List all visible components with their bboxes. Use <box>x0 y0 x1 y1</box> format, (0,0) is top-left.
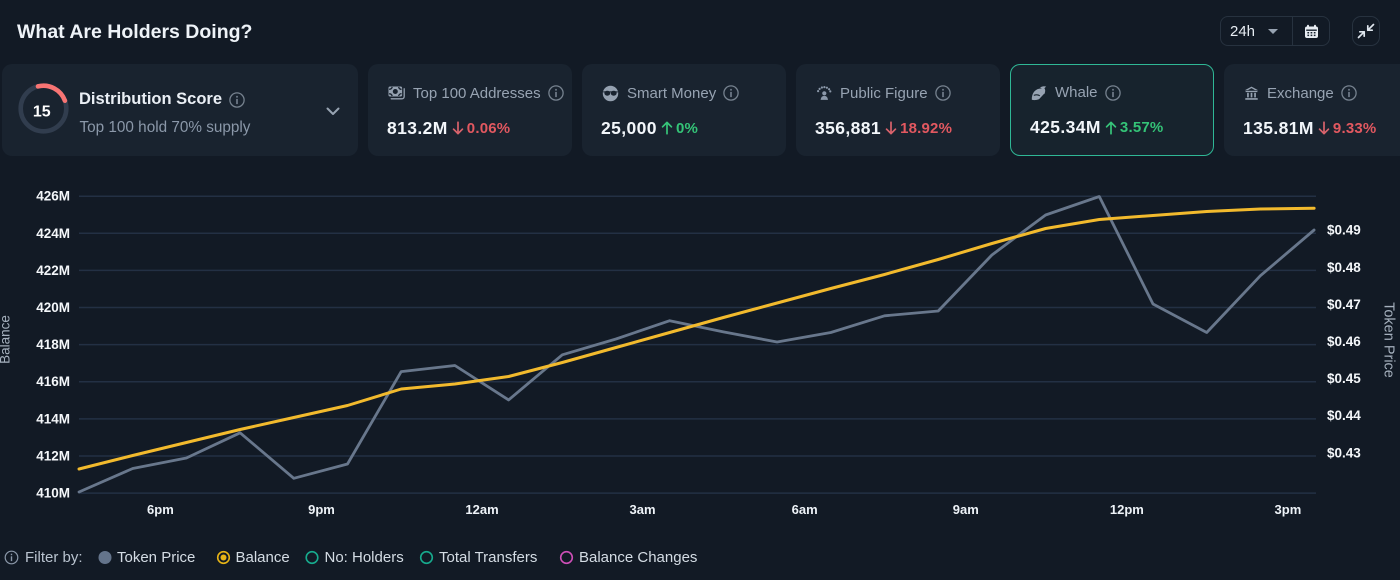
svg-text:416M: 416M <box>36 374 70 389</box>
svg-text:412M: 412M <box>36 449 70 464</box>
svg-text:Token Price: Token Price <box>1381 302 1397 378</box>
svg-text:$0.46: $0.46 <box>1327 334 1361 349</box>
svg-text:3pm: 3pm <box>1275 502 1302 517</box>
svg-text:9pm: 9pm <box>308 502 335 517</box>
svg-text:Total Transfers: Total Transfers <box>439 549 537 566</box>
svg-text:Token Price: Token Price <box>117 549 195 566</box>
svg-text:$0.44: $0.44 <box>1327 408 1361 423</box>
svg-text:$0.43: $0.43 <box>1327 445 1361 460</box>
svg-text:12am: 12am <box>465 502 498 517</box>
svg-text:$0.48: $0.48 <box>1327 260 1361 275</box>
svg-text:410M: 410M <box>36 486 70 501</box>
svg-text:6pm: 6pm <box>147 502 174 517</box>
svg-text:Filter by:: Filter by: <box>25 549 83 566</box>
svg-text:426M: 426M <box>36 189 70 204</box>
svg-text:414M: 414M <box>36 411 70 426</box>
svg-text:424M: 424M <box>36 226 70 241</box>
svg-text:9am: 9am <box>953 502 979 517</box>
svg-text:3am: 3am <box>629 502 655 517</box>
svg-text:Balance Changes: Balance Changes <box>579 549 697 566</box>
svg-text:418M: 418M <box>36 337 70 352</box>
svg-text:12pm: 12pm <box>1110 502 1144 517</box>
svg-text:No: Holders: No: Holders <box>325 549 404 566</box>
svg-text:420M: 420M <box>36 300 70 315</box>
svg-text:Balance: Balance <box>236 549 290 566</box>
svg-text:$0.47: $0.47 <box>1327 297 1361 312</box>
svg-text:6am: 6am <box>792 502 818 517</box>
svg-text:$0.49: $0.49 <box>1327 223 1361 238</box>
svg-text:$0.45: $0.45 <box>1327 371 1361 386</box>
svg-text:Balance: Balance <box>0 315 13 364</box>
svg-text:15: 15 <box>32 104 50 121</box>
svg-text:422M: 422M <box>36 263 70 278</box>
